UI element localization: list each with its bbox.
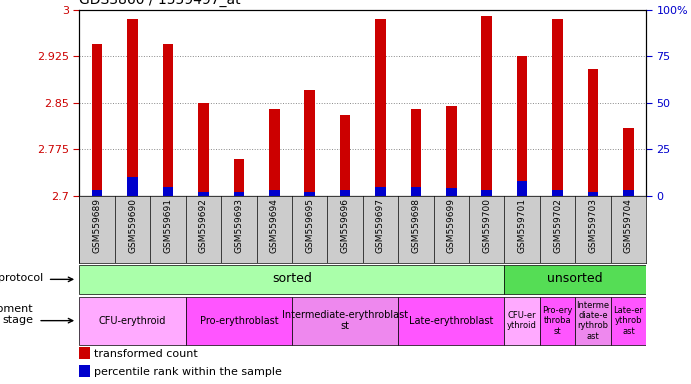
Text: CFU-erythroid: CFU-erythroid [99,316,167,326]
Text: transformed count: transformed count [94,349,198,359]
Bar [269,190,280,196]
Bar [340,190,350,196]
Bar [79,365,90,377]
Bar [446,106,457,196]
Text: Late-erythroblast: Late-erythroblast [409,316,493,326]
Bar [504,265,646,294]
Bar [482,16,492,196]
Bar [504,297,540,344]
Text: Intermediate-erythroblast
st: Intermediate-erythroblast st [282,310,408,331]
Bar [575,297,611,344]
Bar [587,69,598,196]
Bar [398,297,504,344]
Bar [92,44,102,196]
Bar [623,190,634,196]
Bar [587,192,598,196]
Text: GSM559700: GSM559700 [482,198,491,253]
Bar [540,297,575,344]
Text: sorted: sorted [272,272,312,285]
Bar [79,297,186,344]
Bar [304,192,315,196]
Bar [186,297,292,344]
Text: GDS3860 / 1559497_at: GDS3860 / 1559497_at [79,0,241,7]
Text: GSM559703: GSM559703 [589,198,598,253]
Text: Pro-ery
throba
st: Pro-ery throba st [542,306,573,336]
Text: GSM559702: GSM559702 [553,198,562,253]
Bar [162,187,173,196]
Text: GSM559697: GSM559697 [376,198,385,253]
Bar [517,56,527,196]
Bar [198,103,209,196]
Bar [292,297,398,344]
Bar [162,44,173,196]
Text: GSM559690: GSM559690 [128,198,137,253]
Text: GSM559701: GSM559701 [518,198,527,253]
Bar [375,19,386,196]
Bar [340,115,350,196]
Text: GSM559698: GSM559698 [411,198,420,253]
Bar [517,181,527,196]
Bar [611,297,646,344]
Bar [234,192,244,196]
Bar [304,90,315,196]
Text: GSM559694: GSM559694 [269,198,278,253]
Bar [79,347,90,359]
Text: GSM559692: GSM559692 [199,198,208,253]
Bar [269,109,280,196]
Bar [410,187,422,196]
Text: GSM559689: GSM559689 [93,198,102,253]
Bar [552,19,563,196]
Bar [552,190,563,196]
Text: Pro-erythroblast: Pro-erythroblast [200,316,278,326]
Bar [234,159,244,196]
Bar [92,190,102,196]
Text: Interme
diate-e
rythrob
ast: Interme diate-e rythrob ast [576,301,609,341]
Text: development
stage: development stage [0,304,33,326]
Text: Late-er
ythrob
ast: Late-er ythrob ast [614,306,643,336]
Bar [623,127,634,196]
Text: GSM559699: GSM559699 [447,198,456,253]
Bar [375,187,386,196]
Text: GSM559691: GSM559691 [164,198,173,253]
Bar [482,190,492,196]
Text: protocol: protocol [0,273,44,283]
Text: GSM559693: GSM559693 [234,198,243,253]
Bar [198,192,209,196]
Bar [127,19,138,196]
Text: GSM559704: GSM559704 [624,198,633,253]
Text: percentile rank within the sample: percentile rank within the sample [94,366,282,377]
Text: unsorted: unsorted [547,272,603,285]
Text: CFU-er
ythroid: CFU-er ythroid [507,311,537,330]
Text: GSM559695: GSM559695 [305,198,314,253]
Text: GSM559696: GSM559696 [341,198,350,253]
Bar [410,109,422,196]
Bar [79,265,504,294]
Bar [446,189,457,196]
Bar [127,177,138,196]
